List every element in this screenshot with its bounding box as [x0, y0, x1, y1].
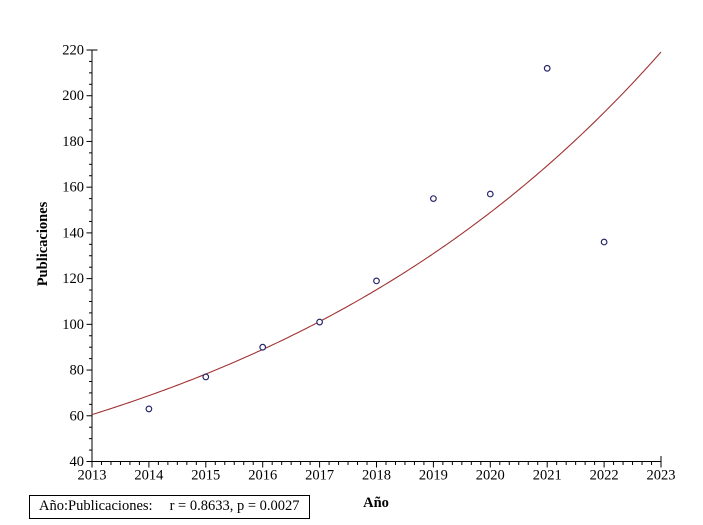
y-tick-label: 200 [62, 88, 84, 104]
x-tick-label: 2017 [305, 468, 334, 484]
y-tick-label: 100 [62, 317, 84, 333]
x-tick-label: 2022 [590, 468, 619, 484]
y-tick-label: 140 [62, 225, 84, 241]
y-tick-label: 40 [70, 454, 85, 470]
x-tick-label: 2023 [647, 468, 676, 484]
data-point [316, 318, 324, 326]
x-tick-label: 2015 [191, 468, 220, 484]
data-point [543, 64, 551, 72]
stats-caption-box: Año:Publicaciones: r = 0.8633, p = 0.0027 [29, 495, 310, 519]
y-axis-title: Publicaciones [35, 201, 51, 286]
x-tick-label: 2020 [476, 468, 505, 484]
x-tick-label: 2014 [134, 468, 164, 484]
y-tick-label: 80 [70, 363, 85, 379]
axes [91, 49, 662, 462]
data-point [430, 195, 437, 203]
y-tick-label: 120 [62, 271, 84, 287]
tick-labels: 2013 2014 2015 2016 2017 2018 2019 2020 2021 2022… [62, 43, 675, 484]
y-tick-label: 180 [62, 134, 84, 150]
caption-statistics: r = 0.8633, p = 0.0027 [169, 498, 300, 514]
data-point [486, 190, 494, 198]
data-point [259, 343, 267, 351]
fit-curve [91, 51, 662, 416]
data-point [145, 405, 153, 413]
x-tick-label: 2019 [419, 468, 448, 484]
y-tick-label: 60 [70, 408, 85, 424]
data-point [202, 373, 210, 381]
x-tick-label: 2021 [533, 468, 562, 484]
axis-ticks [86, 49, 662, 468]
data-point [373, 277, 380, 285]
y-tick-label: 220 [62, 43, 84, 59]
x-axis-title: Año [363, 495, 389, 511]
caption-pair-label: Año:Publicaciones: [39, 498, 153, 514]
x-tick-label: 2018 [362, 468, 391, 484]
fit-line [91, 51, 662, 416]
x-tick-label: 2013 [78, 468, 107, 484]
data-points [145, 64, 608, 413]
x-tick-label: 2016 [248, 468, 277, 484]
data-point [600, 238, 608, 246]
y-tick-label: 160 [62, 180, 84, 196]
